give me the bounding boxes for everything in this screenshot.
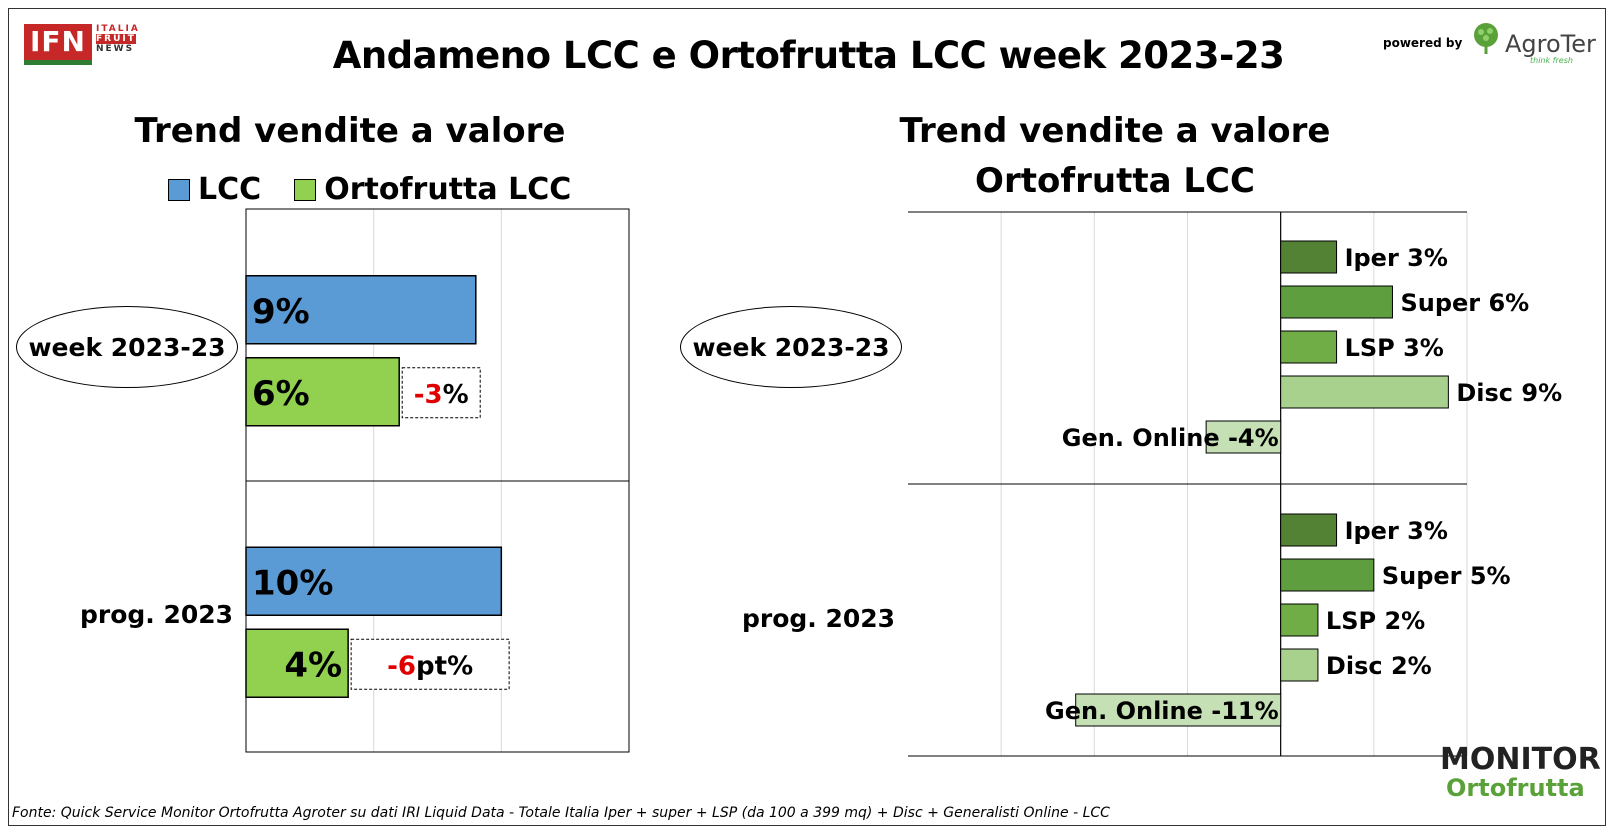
annotation-label: -6pt%: [387, 651, 473, 681]
data-label: 6%: [252, 374, 310, 414]
agroter-tagline: think fresh: [1530, 56, 1573, 65]
data-label: Iper 3%: [1345, 517, 1448, 545]
agroter-logo-text: AgroTer: [1505, 30, 1596, 58]
ifn-logo: IFN ITALIA FRUIT NEWS: [24, 24, 140, 65]
bar-ortofrutta: [245, 628, 349, 698]
data-label: Disc 2%: [1326, 652, 1432, 680]
bar-ortofrutta: [245, 357, 400, 427]
left-chart-legend: LCC Ortofrutta LCC: [168, 172, 571, 207]
data-label: Gen. Online -4%: [1062, 424, 1279, 452]
right-chart-title-line1: Trend vendite a valore: [899, 111, 1331, 151]
right-chart-title-line2: Ortofrutta LCC: [975, 161, 1255, 201]
bar-disc: [1280, 375, 1449, 409]
annotation-box: [350, 638, 510, 690]
right-row-label-prog: prog. 2023: [742, 604, 896, 633]
ifn-logo-side: ITALIA FRUIT NEWS: [95, 24, 140, 54]
bar-lcc: [245, 546, 503, 616]
legend-swatch-ortofrutta: [294, 178, 317, 201]
page-title: Andameno LCC e Ortofrutta LCC week 2023-…: [332, 34, 1285, 77]
bar-iper: [1280, 513, 1338, 547]
data-label: Super 6%: [1400, 289, 1529, 317]
source-footnote: Fonte: Quick Service Monitor Ortofrutta …: [12, 805, 1110, 821]
data-label: Super 5%: [1382, 562, 1511, 590]
tree-icon: [1470, 22, 1502, 60]
bar-gen-online: [1075, 693, 1282, 727]
annotation-label: -3%: [414, 380, 469, 410]
data-label: 9%: [252, 292, 310, 332]
annotation-box: [401, 367, 481, 419]
data-label: LSP 3%: [1345, 334, 1444, 362]
bar-super: [1280, 558, 1375, 592]
data-label: Disc 9%: [1456, 379, 1562, 407]
left-chart-title: Trend vendite a valore: [134, 111, 566, 151]
data-label: Iper 3%: [1345, 244, 1448, 272]
legend-label-ortofrutta: Ortofrutta LCC: [324, 172, 572, 207]
bar-lsp: [1280, 603, 1319, 637]
ifn-logo-text: IFN: [24, 24, 92, 65]
right-row-label-week: week 2023-23: [680, 306, 902, 388]
monitor-logo-line1: MONITOR: [1440, 742, 1601, 777]
monitor-ortofrutta-logo: MONITOR Ortofrutta: [1440, 742, 1601, 802]
data-label: Gen. Online -11%: [1045, 697, 1279, 725]
legend-label-lcc: LCC: [198, 172, 262, 207]
data-label: LSP 2%: [1326, 607, 1425, 635]
powered-by-label: powered by: [1383, 36, 1463, 50]
row-label-prog: prog. 2023: [80, 600, 234, 629]
row-label-week: week 2023-23: [16, 306, 238, 388]
bar-iper: [1280, 240, 1338, 274]
bar-lcc: [245, 275, 477, 345]
data-label: 4%: [284, 645, 342, 685]
bar-lsp: [1280, 330, 1338, 364]
data-label: 10%: [252, 563, 333, 603]
bar-gen-online: [1205, 420, 1282, 454]
slide-frame: [8, 8, 1606, 826]
bar-super: [1280, 285, 1393, 319]
bar-disc: [1280, 648, 1319, 682]
legend-swatch-lcc: [168, 178, 190, 201]
monitor-logo-line2: Ortofrutta: [1446, 774, 1585, 802]
